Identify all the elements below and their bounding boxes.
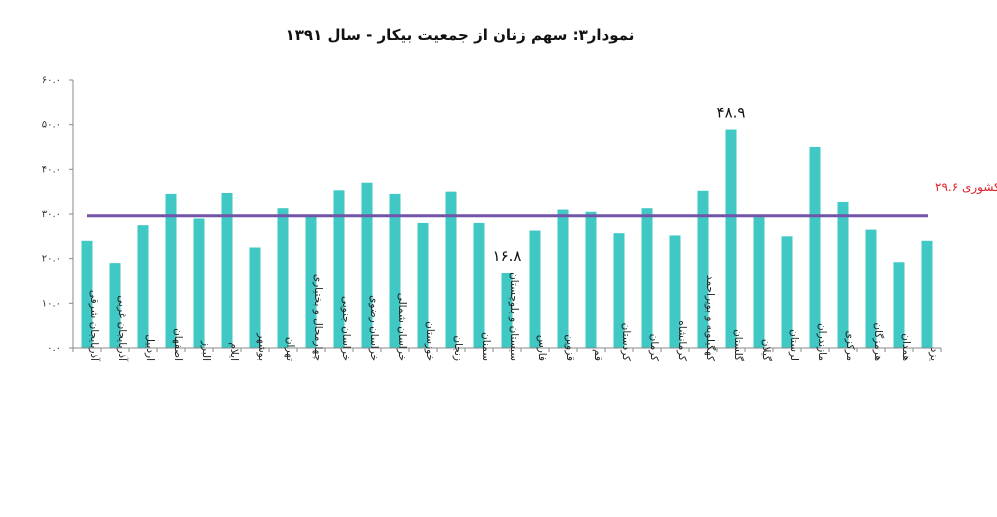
bar [445, 191, 457, 348]
bar [361, 182, 373, 348]
bar [109, 263, 121, 348]
x-tick-label: بوشهر [256, 332, 268, 361]
x-tick-label: قم [592, 349, 604, 361]
bar [893, 262, 905, 348]
bar [697, 190, 709, 348]
y-axis: ۰.۰ ۱۰.۰ ۲۰.۰ ۳۰.۰ ۴۰.۰ ۵۰.۰ ۶۰.۰ [42, 75, 74, 354]
x-tick-label: اردبیل [144, 334, 156, 361]
bar [725, 129, 737, 348]
bar [417, 222, 429, 348]
x-tick-label: یزد [928, 348, 940, 361]
bar [753, 217, 765, 348]
x-tick-label: آذربایجان غربی [116, 295, 129, 362]
bar [529, 230, 541, 348]
y-tick-label: ۲۰.۰ [42, 254, 61, 265]
x-tick-label: آذربایجان شرقی [88, 290, 101, 362]
bar [837, 201, 849, 348]
x-tick-label: خراسان شمالی [396, 293, 408, 361]
x-tick-label: هرمزگان [872, 322, 885, 361]
x-tick-label: گیلان [760, 339, 773, 361]
x-tick-label: خوزستان [424, 321, 436, 361]
x-tick-label: کهگیلویه و بویراحمد [704, 275, 717, 361]
data-label: ۴۸.۹ [717, 104, 746, 122]
x-tick-label: زنجان [452, 335, 464, 361]
x-tick-label: لرستان [788, 329, 800, 361]
bar [501, 272, 513, 348]
bar [865, 229, 877, 348]
data-label: ۱۶.۸ [493, 247, 522, 265]
x-tick-label: همدان [900, 333, 912, 361]
bar [473, 222, 485, 348]
bar [305, 216, 317, 348]
bar [165, 193, 177, 348]
bar [921, 240, 933, 348]
x-axis: آذربایجان شرقی آذربایجان غربی اردبیل اصفهان… [72, 272, 942, 362]
y-tick-label: ۴۰.۰ [42, 164, 61, 175]
bar [557, 209, 569, 348]
x-tick-label: مازندران [816, 323, 828, 361]
x-tick-label: سیستان و بلوچستان [508, 272, 520, 361]
bar [221, 193, 233, 348]
x-tick-label: کرمان [648, 334, 660, 361]
bar [389, 193, 401, 348]
chart-title: نمودار۳: سهم زنان از جمعیت بیکار - سال ۱… [286, 26, 635, 44]
x-tick-label: گلستان [732, 329, 745, 361]
bar [809, 147, 821, 348]
bar [585, 211, 597, 348]
bar [641, 208, 653, 348]
reference-line-group: کشوری ۲۹.۶ [87, 180, 997, 218]
bar [137, 225, 149, 348]
y-tick-label: ۵۰.۰ [42, 120, 61, 131]
bar [277, 208, 289, 348]
x-tick-label: خراسان رضوی [368, 295, 380, 361]
x-tick-label: اصفهان [172, 328, 184, 361]
bar [613, 233, 625, 348]
x-tick-label: چهارمحال و بختیاری [312, 274, 324, 361]
y-tick-label: ۶۰.۰ [42, 75, 61, 86]
bar [669, 235, 681, 348]
y-tick-label: ۱۰.۰ [42, 298, 61, 309]
bar [193, 218, 205, 348]
x-tick-label: فارس [536, 335, 548, 361]
y-tick-label: ۰.۰ [47, 343, 61, 354]
x-tick-label: تهران [284, 337, 296, 361]
x-tick-label: ایلام [228, 342, 240, 361]
x-tick-label: کردستان [620, 323, 632, 361]
bar [249, 247, 261, 348]
y-tick-label: ۳۰.۰ [42, 209, 61, 220]
x-tick-label: کرمانشاه [676, 320, 688, 361]
bar [781, 236, 793, 348]
reference-line-label: کشوری ۲۹.۶ [935, 180, 997, 195]
bar [333, 190, 345, 348]
data-labels: ۱۶.۸ ۴۸.۹ [493, 104, 746, 265]
bars [81, 129, 933, 348]
x-tick-label: البرز [200, 340, 212, 361]
bar [81, 240, 93, 348]
x-tick-label: خراسان جنوبی [340, 296, 352, 361]
x-tick-label: مرکزی [844, 331, 856, 361]
x-tick-label: سمنان [480, 332, 492, 361]
x-tick-label: قزوین [564, 334, 576, 361]
